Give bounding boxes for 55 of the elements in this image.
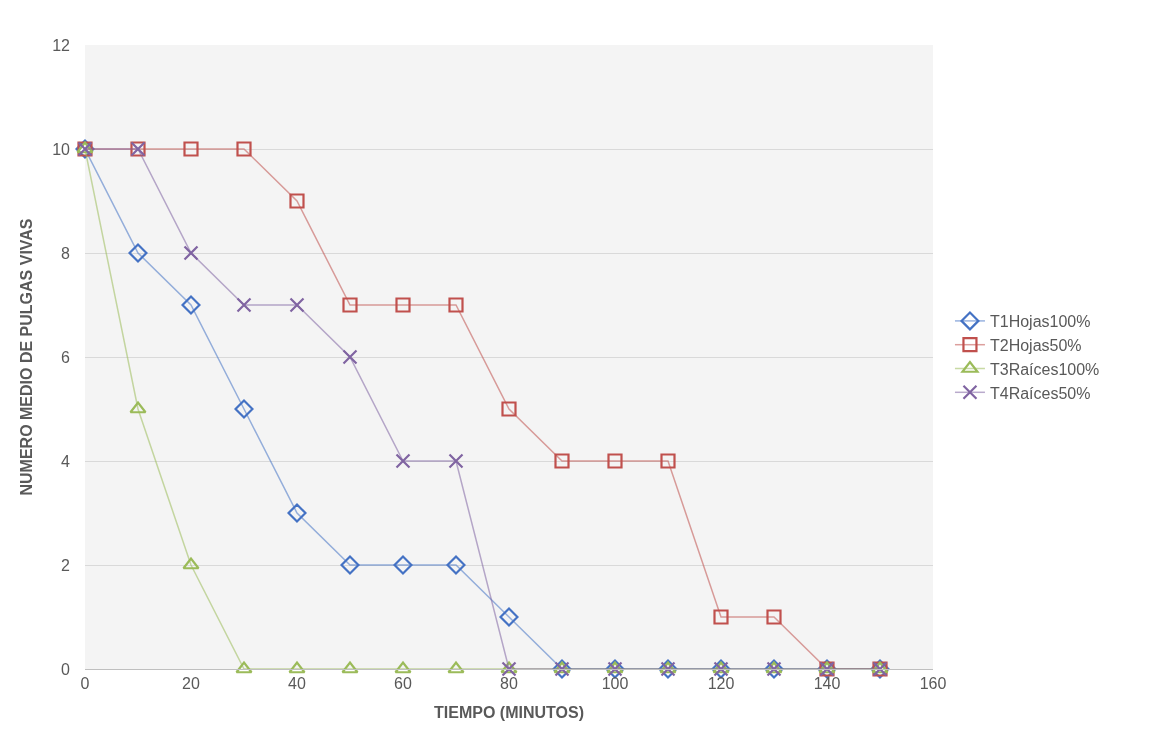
x-tick-label: 160 — [919, 675, 947, 693]
point — [183, 245, 199, 261]
point — [234, 399, 254, 419]
point — [395, 453, 411, 469]
point — [394, 661, 412, 674]
x-tick-label: 40 — [288, 675, 306, 693]
x-tick-label: 60 — [394, 675, 412, 693]
y-tick-label: 0 — [61, 660, 71, 678]
point — [499, 607, 519, 627]
point — [129, 401, 147, 414]
point — [448, 453, 464, 469]
point — [289, 193, 305, 209]
point — [607, 453, 623, 469]
point — [288, 661, 306, 674]
point — [660, 453, 676, 469]
y-tick-label: 6 — [61, 348, 71, 366]
point — [341, 661, 359, 674]
point — [448, 297, 464, 313]
x-tick-label: 140 — [813, 675, 841, 693]
y-tick-label: 4 — [61, 452, 71, 470]
point — [554, 453, 570, 469]
x-tick-label: 120 — [707, 675, 735, 693]
y-tick-label: 12 — [52, 36, 71, 54]
y-tick-label: 8 — [61, 244, 71, 262]
point — [395, 297, 411, 313]
point — [447, 661, 465, 674]
point — [766, 609, 782, 625]
point — [393, 555, 413, 575]
x-tick-label: 0 — [80, 675, 90, 693]
legend-label: T1Hojas100% — [989, 313, 1091, 331]
point — [446, 555, 466, 575]
point — [236, 141, 252, 157]
y-tick-label: 2 — [61, 556, 71, 574]
point — [287, 503, 307, 523]
x-tick-label: 20 — [182, 675, 200, 693]
point — [501, 401, 517, 417]
x-tick-label: 100 — [601, 675, 629, 693]
point — [182, 557, 200, 570]
point — [236, 297, 252, 313]
legend-label: T3Raíces100% — [989, 360, 1100, 378]
legend-label: T2Hojas50% — [989, 336, 1082, 354]
x-axis-title: TIEMPO (MINUTOS) — [434, 703, 584, 721]
point — [342, 349, 358, 365]
point — [289, 297, 305, 313]
y-tick-label: 10 — [52, 140, 71, 158]
legend-label: T4Raíces50% — [989, 384, 1091, 402]
point — [181, 295, 201, 315]
point — [128, 243, 148, 263]
point — [340, 555, 360, 575]
x-tick-label: 80 — [500, 675, 518, 693]
y-axis-title: NUMERO MEDIO DE PULGAS VIVAS — [18, 218, 36, 496]
point — [235, 661, 253, 674]
point — [342, 297, 358, 313]
point — [183, 141, 199, 157]
point — [713, 609, 729, 625]
